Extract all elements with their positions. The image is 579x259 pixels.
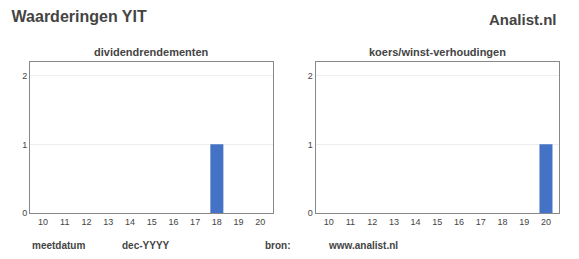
svg-text:10: 10 <box>324 217 334 227</box>
svg-text:13: 13 <box>389 217 399 227</box>
svg-text:15: 15 <box>432 217 442 227</box>
svg-text:2: 2 <box>308 71 313 81</box>
svg-text:dividendrendementen: dividendrendementen <box>94 46 209 58</box>
svg-text:20: 20 <box>255 217 265 227</box>
svg-text:dec-YYYY: dec-YYYY <box>122 240 170 251</box>
svg-text:12: 12 <box>367 217 377 227</box>
svg-text:14: 14 <box>411 217 421 227</box>
svg-text:koers/winst-verhoudingen: koers/winst-verhoudingen <box>369 46 506 58</box>
svg-text:Analist.nl: Analist.nl <box>489 11 557 28</box>
svg-text:11: 11 <box>60 217 69 227</box>
svg-text:18: 18 <box>498 217 508 227</box>
svg-text:12: 12 <box>81 217 91 227</box>
svg-text:bron:: bron: <box>265 240 291 251</box>
svg-text:10: 10 <box>38 217 48 227</box>
svg-text:2: 2 <box>22 71 27 81</box>
svg-text:16: 16 <box>454 217 464 227</box>
svg-text:0: 0 <box>22 208 27 218</box>
svg-text:meetdatum: meetdatum <box>32 240 85 251</box>
svg-text:1: 1 <box>22 140 27 150</box>
svg-text:20: 20 <box>541 217 551 227</box>
svg-text:16: 16 <box>168 217 178 227</box>
svg-text:17: 17 <box>476 217 486 227</box>
svg-text:0: 0 <box>308 208 313 218</box>
svg-text:1: 1 <box>308 140 313 150</box>
svg-text:19: 19 <box>519 217 529 227</box>
svg-text:15: 15 <box>147 217 157 227</box>
svg-text:17: 17 <box>190 217 200 227</box>
svg-text:www.analist.nl: www.analist.nl <box>328 240 398 251</box>
svg-text:14: 14 <box>125 217 135 227</box>
svg-text:Waarderingen YIT: Waarderingen YIT <box>12 8 147 25</box>
svg-text:19: 19 <box>234 217 244 227</box>
svg-text:13: 13 <box>103 217 113 227</box>
svg-text:11: 11 <box>346 217 355 227</box>
svg-text:18: 18 <box>212 217 222 227</box>
